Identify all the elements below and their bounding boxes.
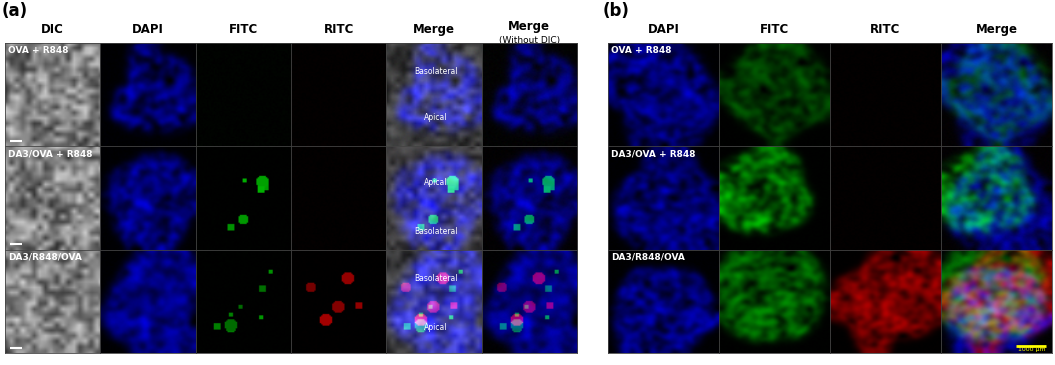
Text: Merge: Merge (413, 23, 455, 36)
Text: Apical: Apical (424, 113, 447, 122)
Text: DA3/R848/OVA: DA3/R848/OVA (7, 253, 81, 262)
Text: OVA + R848: OVA + R848 (7, 46, 69, 55)
Text: FITC: FITC (229, 23, 258, 36)
Text: OVA + R848: OVA + R848 (611, 46, 672, 55)
Text: RITC: RITC (870, 23, 901, 36)
Text: (a): (a) (2, 2, 28, 20)
Text: DA3/OVA + R848: DA3/OVA + R848 (611, 149, 696, 158)
Text: Basolateral: Basolateral (415, 274, 458, 283)
Text: (Without DIC): (Without DIC) (499, 36, 560, 45)
Text: DIC: DIC (41, 23, 64, 36)
Text: DAPI: DAPI (648, 23, 679, 36)
Text: DA3/R848/OVA: DA3/R848/OVA (611, 253, 685, 262)
Text: DA3/OVA + R848: DA3/OVA + R848 (7, 149, 93, 158)
Text: 1000 μm: 1000 μm (1018, 347, 1046, 352)
Text: Basolateral: Basolateral (415, 68, 458, 76)
Text: RITC: RITC (324, 23, 353, 36)
Text: Basolateral: Basolateral (415, 227, 458, 235)
Text: Apical: Apical (424, 178, 447, 187)
Text: DAPI: DAPI (132, 23, 164, 36)
Text: Merge: Merge (509, 20, 551, 33)
Text: Merge: Merge (976, 23, 1017, 36)
Text: FITC: FITC (760, 23, 789, 36)
Text: (b): (b) (603, 2, 630, 20)
Text: Apical: Apical (424, 323, 447, 332)
